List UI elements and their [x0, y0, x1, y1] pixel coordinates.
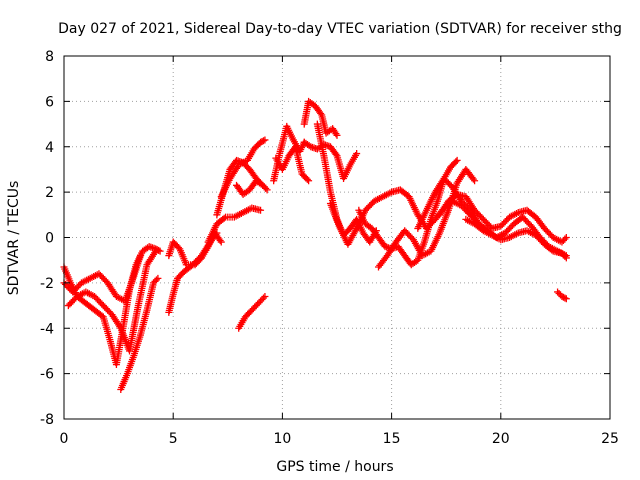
series-arc-w	[554, 288, 570, 303]
series-arc-v	[462, 215, 570, 262]
data-point	[261, 136, 269, 144]
data-point	[136, 252, 144, 260]
data-point	[333, 131, 341, 139]
series-arc-d	[117, 274, 162, 394]
x-tick-label: 10	[273, 431, 291, 447]
data-point	[561, 294, 569, 302]
data-point	[562, 295, 570, 303]
chart-title: Day 027 of 2021, Sidereal Day-to-day VTE…	[58, 21, 622, 37]
data-point	[259, 294, 267, 302]
data-point	[562, 234, 570, 241]
data-point	[220, 214, 228, 222]
data-point	[262, 184, 270, 192]
y-tick-label: -6	[40, 367, 54, 383]
y-tick-label: 0	[45, 231, 54, 247]
series-arc-k	[235, 292, 269, 332]
series-arc-f	[165, 229, 225, 269]
x-tick-label: 25	[601, 431, 619, 447]
x-tick-label: 15	[383, 431, 401, 447]
y-tick-label: -4	[40, 321, 54, 337]
y-tick-label: 6	[45, 94, 54, 110]
series-arc-n	[300, 97, 341, 139]
data-point	[261, 292, 269, 300]
data-point	[217, 238, 225, 246]
data-point	[154, 274, 162, 282]
y-tick-label: 8	[45, 49, 54, 65]
data-point	[257, 206, 265, 214]
series-arc-m	[272, 143, 313, 185]
y-tick-label: 2	[45, 185, 54, 201]
data-point	[317, 109, 325, 117]
axis-ticks: 0 5 10 15 20 25 -8 -6 -4 -2 0 2 4 6 8	[40, 49, 619, 447]
series-arc-i	[217, 136, 269, 201]
data-point	[353, 150, 361, 158]
series-arc-c	[64, 247, 160, 355]
series-arc-g	[204, 204, 265, 246]
data-point	[332, 150, 340, 158]
x-tick-label: 20	[492, 431, 510, 447]
data-point	[548, 246, 556, 254]
y-tick-label: -8	[40, 412, 54, 428]
data-points	[60, 97, 570, 394]
data-point	[303, 175, 311, 183]
data-point	[469, 175, 477, 183]
data-point	[561, 235, 569, 243]
series-arc-j	[233, 177, 271, 198]
y-tick-label: 4	[45, 140, 54, 156]
data-point	[452, 158, 460, 166]
x-tick-label: 5	[169, 431, 178, 447]
data-point	[216, 237, 224, 245]
grid	[64, 56, 610, 419]
data-point	[152, 276, 160, 284]
data-point	[259, 137, 267, 145]
data-point	[305, 177, 313, 185]
series-arc-u	[436, 190, 570, 246]
y-axis-label: SDTVAR / TECUs	[6, 181, 22, 296]
data-point	[562, 254, 570, 262]
data-point	[152, 247, 160, 255]
data-point	[453, 156, 461, 164]
data-point	[263, 186, 271, 194]
x-axis-label: GPS time / hours	[276, 459, 393, 475]
x-tick-label: 0	[60, 431, 69, 447]
series-arc-s	[374, 165, 479, 271]
y-tick-label: -2	[40, 276, 54, 292]
data-point	[471, 177, 479, 185]
data-point	[561, 252, 569, 260]
